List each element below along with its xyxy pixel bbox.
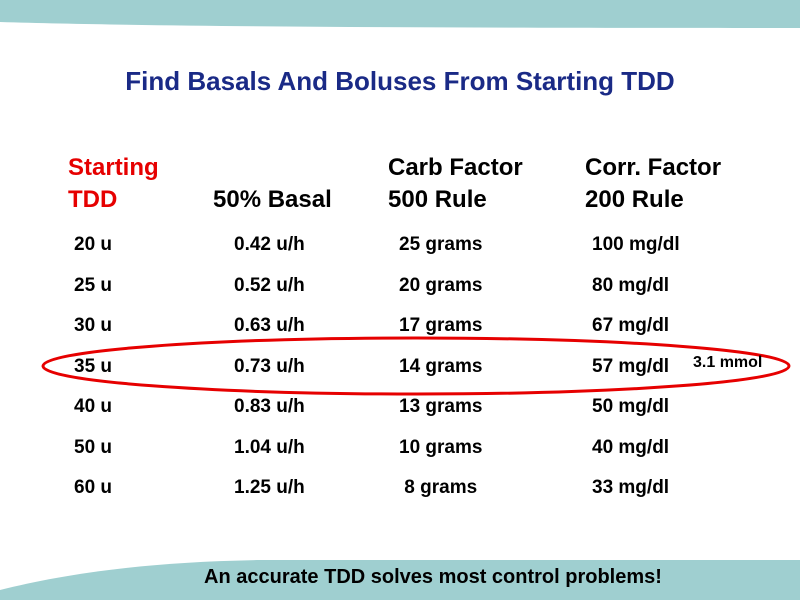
header-carb-factor: Carb Factor 500 Rule [388,152,523,216]
cell-tdd: 50 u [74,437,113,458]
cell-basal: 0.73 u/h [234,356,305,377]
highlight-ellipse [41,336,791,396]
header-corr-factor: Corr. Factor 200 Rule [585,152,721,216]
cell-carb: 14 grams [399,356,483,377]
header-500-rule: 500 Rule [388,186,487,213]
header-tdd: TDD [68,186,118,213]
header-starting: Starting [68,154,159,181]
cell-carb: 17 grams [399,315,483,336]
header-basal: 50% Basal [213,186,332,213]
footer-text: An accurate TDD solves most control prob… [204,566,662,588]
cell-basal: 0.52 u/h [234,275,305,296]
cell-corr: 80 mg/dl [592,275,670,296]
cell-tdd: 20 u [74,234,113,255]
top-wave [0,0,800,28]
cell-corr: 100 mg/dl [592,234,680,255]
cell-carb: 8 grams [399,477,478,498]
header-corr-factor-label: Corr. Factor [585,154,722,181]
cell-tdd: 30 u [74,315,113,336]
mmol-note: 3.1 mmol [693,354,763,371]
cell-tdd: 60 u [74,477,113,498]
cell-basal: 0.63 u/h [234,315,305,336]
cell-corr: 67 mg/dl [592,315,670,336]
cell-carb: 25 grams [399,234,483,255]
cell-carb: 10 grams [399,437,483,458]
cell-tdd: 35 u [74,356,113,377]
cell-corr: 33 mg/dl [592,477,670,498]
header-starting-tdd: Starting TDD [68,152,159,216]
cell-carb: 20 grams [399,275,483,296]
cell-tdd: 40 u [74,396,113,417]
header-carb-factor-label: Carb Factor [388,154,523,181]
bottom-wave [0,560,800,600]
header-200-rule: 200 Rule [585,186,684,213]
cell-carb: 13 grams [399,396,483,417]
cell-corr: 40 mg/dl [592,437,670,458]
cell-basal: 1.04 u/h [234,437,305,458]
slide-title: Find Basals And Boluses From Starting TD… [125,66,675,96]
cell-corr: 57 mg/dl [592,356,670,377]
cell-basal: 0.83 u/h [234,396,305,417]
cell-corr: 50 mg/dl [592,396,670,417]
cell-basal: 0.42 u/h [234,234,305,255]
cell-tdd: 25 u [74,275,113,296]
cell-basal: 1.25 u/h [234,477,305,498]
